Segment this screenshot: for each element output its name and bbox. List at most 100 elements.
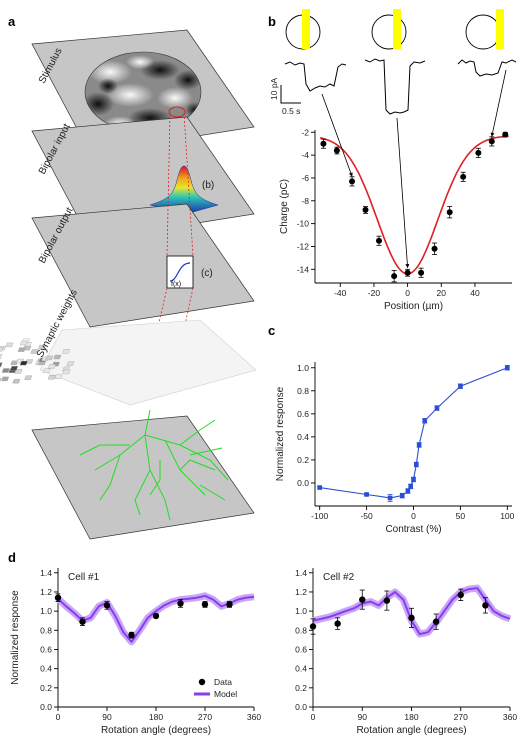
y-tick-label: 0.8 — [297, 386, 309, 396]
y-tick-label: 0.6 — [297, 409, 309, 419]
data-point — [475, 149, 482, 156]
x-tick-label: 90 — [358, 712, 368, 722]
x-tick-label: 100 — [500, 511, 514, 521]
x-tick-label: 0 — [411, 511, 416, 521]
x-tick-label: -100 — [311, 511, 328, 521]
trace-arrows — [321, 69, 507, 269]
stim-bar-center — [393, 9, 401, 49]
data-point — [404, 269, 411, 276]
weight-cell — [54, 374, 63, 379]
data-point — [432, 618, 440, 625]
weight-cell — [53, 354, 62, 360]
weight-cell — [19, 340, 28, 346]
x-tick-label: 90 — [102, 712, 112, 722]
data-point — [359, 596, 366, 603]
x-axis-label: Position (µm) — [384, 301, 443, 312]
data-point — [411, 477, 416, 482]
weight-cell — [0, 377, 2, 383]
nonlinearity-curve — [169, 262, 191, 282]
data-point — [488, 138, 495, 145]
y-tick-label: 0.4 — [295, 664, 307, 674]
trace-arrow — [396, 117, 410, 269]
y-tick-label: 0.4 — [40, 664, 52, 674]
x-tick-label: -40 — [334, 288, 347, 298]
x-tick-label: -20 — [368, 288, 381, 298]
cell-title: Cell #1 — [68, 572, 100, 583]
y-tick-label: 1.4 — [40, 568, 52, 578]
x-tick-label: 0 — [56, 712, 61, 722]
weight-cell — [0, 362, 3, 367]
data-point — [405, 488, 411, 494]
y-axis-label: Charge (pC) — [279, 179, 290, 234]
bipolar-output-plate — [31, 203, 255, 328]
data-point — [391, 273, 398, 280]
x-tick-label: 270 — [198, 712, 212, 722]
nonlinearity-box — [166, 255, 194, 289]
x-axis-label: Rotation angle (degrees) — [356, 725, 466, 736]
weight-cell — [14, 369, 23, 374]
x-tick-label: 180 — [404, 712, 418, 722]
y-tick-label: 0.6 — [295, 644, 307, 654]
scale-bar-y-label: 10 pA — [269, 77, 279, 100]
weight-cell — [24, 375, 33, 380]
data-point — [431, 245, 438, 252]
x-tick-label: 270 — [454, 712, 468, 722]
data-point — [201, 601, 209, 608]
data-point — [103, 602, 111, 609]
panel-label-d: d — [8, 550, 16, 565]
data-point — [416, 442, 422, 448]
stim-icon-right — [465, 14, 501, 50]
weight-cell — [17, 347, 26, 352]
stim-bar-left — [302, 9, 310, 49]
weight-cells — [0, 338, 75, 384]
fx-label: f(x) — [171, 281, 181, 288]
y-tick-label: 1.0 — [295, 606, 307, 616]
current-traces — [284, 58, 517, 115]
y-tick-label: 0.0 — [297, 478, 309, 488]
panel-label-c: c — [268, 323, 275, 338]
weight-cell — [1, 368, 10, 373]
y-tick-label: -2 — [301, 127, 309, 137]
data-point — [399, 493, 405, 498]
y-tick-label: -12 — [297, 241, 310, 251]
chart-position-charge: -40 -20 0 20 40 -14 -12 -10 -8 -6 -4 -2 Position (µm… — [279, 127, 512, 312]
y-tick-label: 0.2 — [295, 683, 307, 693]
trace-center — [364, 58, 426, 115]
chart-rotation-cell-2: 0 90 180 270 360 0.0 0.2 0.4 0.6 0.8 1.0 1.2 1.4 Rota… — [295, 568, 517, 736]
data-point — [446, 209, 453, 216]
data-point — [408, 614, 415, 622]
x-tick-label: 20 — [437, 288, 447, 298]
y-tick-label: 0.0 — [40, 702, 52, 712]
data-point — [309, 623, 317, 630]
data-point — [226, 601, 233, 608]
data-point — [434, 405, 440, 411]
x-tick-label: 0 — [405, 288, 410, 298]
callout-c-label: (c) — [201, 268, 213, 279]
panel-label-b: b — [268, 14, 276, 29]
stimulus-position-icons: 10 pA 0.5 s — [269, 9, 517, 116]
weight-cell — [42, 368, 51, 373]
x-tick-label: 360 — [247, 712, 261, 722]
weight-cell — [45, 355, 54, 361]
stim-icon-center — [371, 14, 407, 50]
weight-cell — [66, 361, 75, 366]
data-point — [79, 618, 86, 625]
weight-cell — [48, 364, 56, 369]
legend-model-label: Model — [214, 689, 237, 699]
weight-cell — [5, 342, 14, 348]
weight-cell — [62, 369, 71, 375]
y-tick-label: 1.0 — [297, 363, 309, 373]
data-point — [317, 485, 322, 490]
data-point — [375, 237, 382, 244]
weight-cell — [47, 375, 56, 380]
data-point — [333, 147, 340, 154]
y-axis-label: Normalized response — [275, 386, 286, 481]
stim-bar-right — [496, 9, 504, 49]
legend-data-label: Data — [214, 677, 232, 687]
data-point — [349, 178, 356, 185]
y-tick-label: 1.0 — [40, 606, 52, 616]
dendrite-plate — [31, 415, 255, 540]
y-tick-label: -6 — [301, 173, 309, 183]
y-axis-label: Normalized response — [10, 590, 21, 685]
data-point — [383, 597, 391, 604]
